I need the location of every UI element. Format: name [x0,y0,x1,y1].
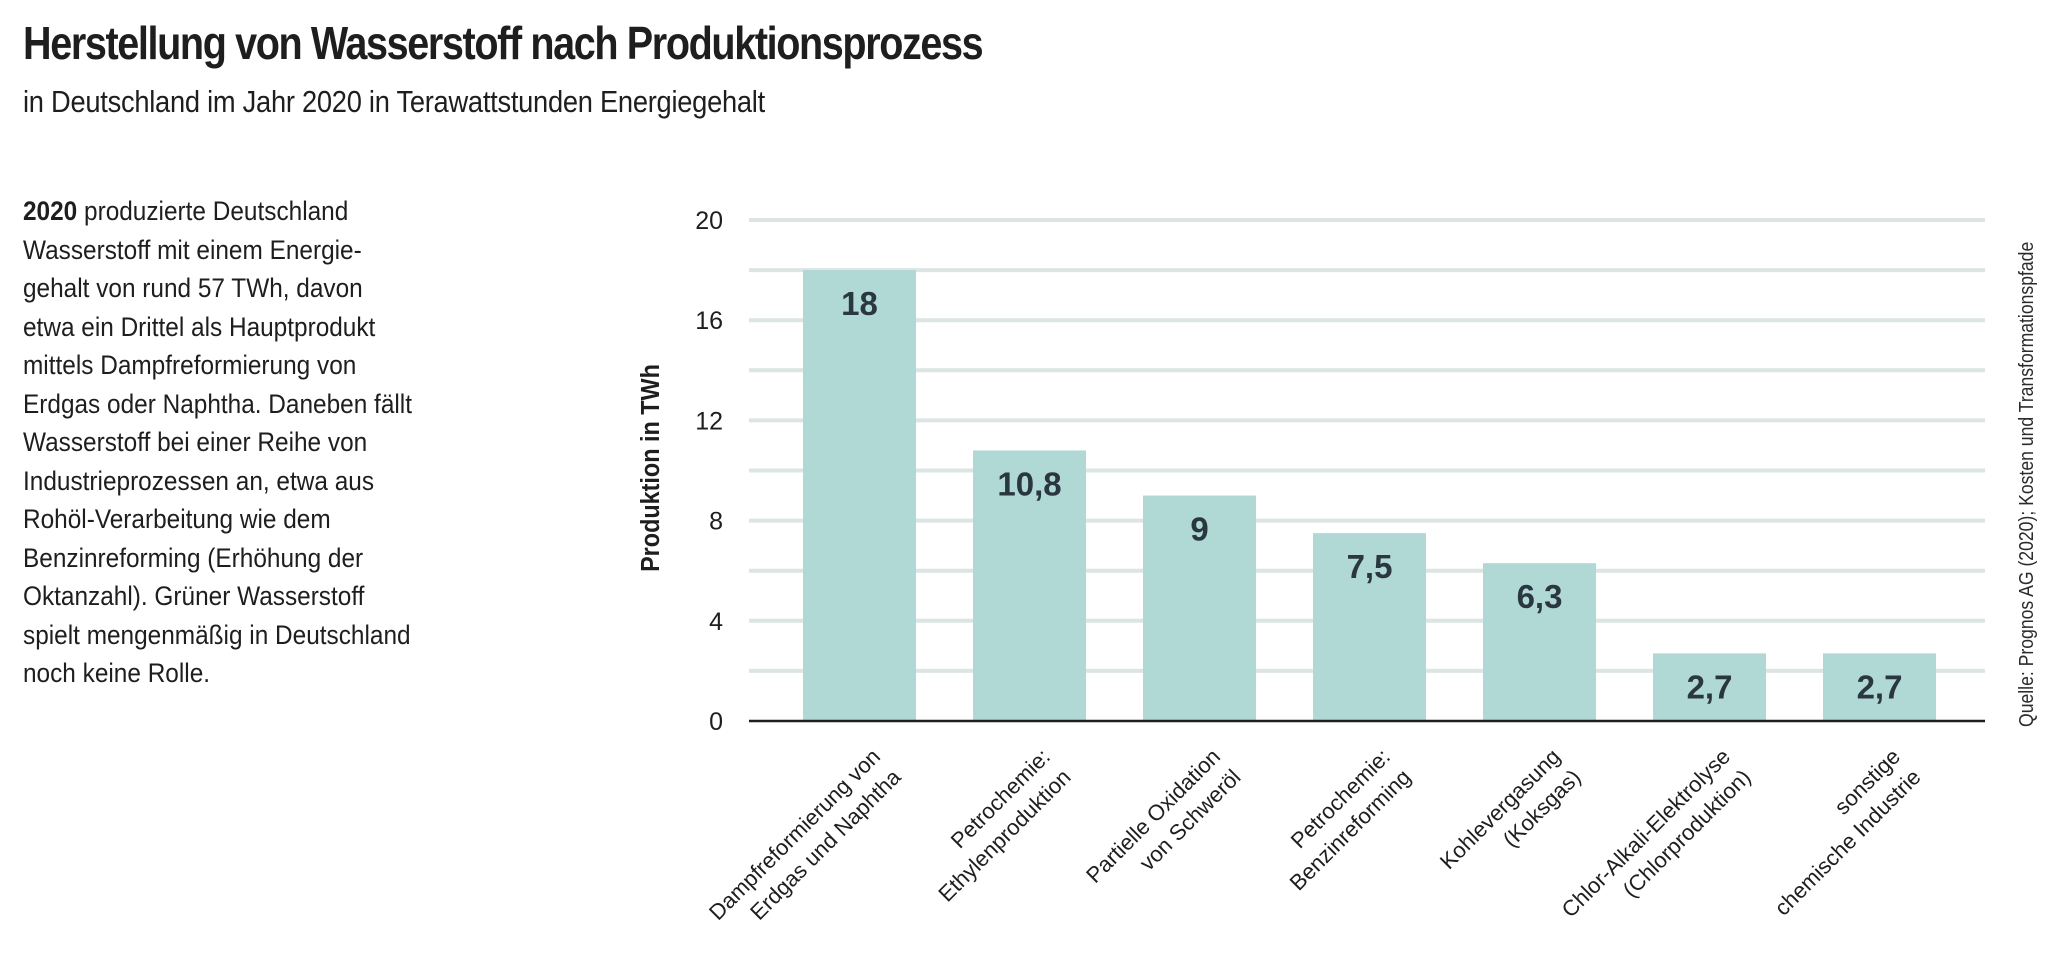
x-category-label: Kohlevergasung(Koksgas) [1435,744,1586,874]
bar [1483,563,1596,721]
description-line: mittels Dampfreformierung von [23,350,357,380]
y-axis-title: Produktion in TWh [637,364,665,572]
y-tick-label: 0 [709,708,723,736]
bar [973,450,1086,721]
y-tick-label: 4 [709,608,723,636]
description-line: Erdgas oder Naphtha. Daneben fällt [23,388,412,419]
bar [803,270,916,721]
description-text: 2020 produzierte Deutschland Wasserstoff … [23,192,455,693]
description-line: etwa ein Drittel als Hauptprodukt [23,311,376,342]
x-category-label-line: Chlor-Alkali-Elektrolyse [1557,744,1735,922]
bar-value-label: 6,3 [1517,578,1563,615]
description-line: noch keine Rolle. [23,658,211,688]
y-tick-label: 16 [695,307,723,335]
chart-title: Herstellung von Wasserstoff nach Produkt… [23,17,984,69]
bar-value-label: 18 [841,285,878,322]
bar-value-label: 7,5 [1347,548,1393,585]
y-tick-label: 8 [709,508,723,536]
bar-value-label: 2,7 [1857,668,1903,705]
x-category-label-line: Dampfreformierung von [704,744,885,925]
bar-value-label: 2,7 [1687,668,1733,705]
description-line: Industrieprozessen an, etwa aus [23,465,375,496]
description-line: Oktanzahl). Grüner Wasserstoff [23,581,365,611]
description-line: Wasserstoff bei einer Reihe von [23,427,368,457]
description-line: spielt mengenmäßig in Deutschland [23,619,411,650]
x-category-label: Petrochemie:Ethylenproduktion [933,744,1075,907]
description-line: Benzinreforming (Erhöhung der [23,542,364,573]
bar [1823,653,1936,721]
description-line: gehalt von rund 57 TWh, davon [23,273,363,303]
y-tick-label: 20 [695,207,723,235]
description-line: Wasserstoff mit einem Energie- [23,234,362,265]
bars [803,270,1936,721]
y-tick-label: 12 [695,407,723,435]
bar-value-label: 9 [1190,511,1208,548]
bar-value-label: 10,8 [997,465,1061,502]
bar [1143,495,1256,721]
chart-subtitle: in Deutschland im Jahr 2020 in Terawatts… [23,84,765,119]
bar [1653,653,1766,721]
x-category-label: Petrochemie:Benzinreforming [1285,744,1416,895]
bar [1313,533,1426,721]
description-line: 2020 produzierte Deutschland [23,196,349,226]
description-lead-year: 2020 [23,196,78,226]
description-line: Rohöl-Verarbeitung wie dem [23,504,331,534]
x-category-label: Chlor-Alkali-Elektrolyse(Chlorproduktion… [1557,744,1756,922]
